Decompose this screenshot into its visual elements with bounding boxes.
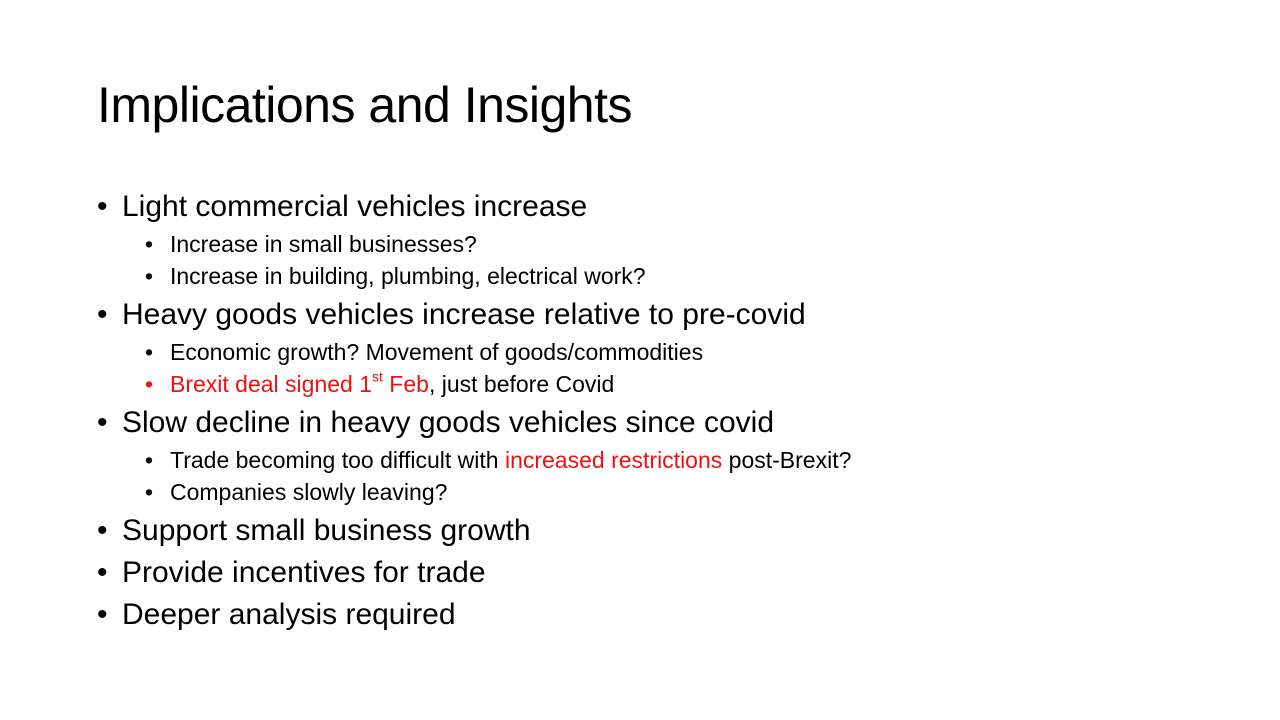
sub-bullet-item: • Increase in small businesses?: [97, 228, 1217, 260]
sub-bullet-text: Companies slowly leaving?: [170, 479, 448, 505]
sub-bullet-dot: •: [145, 339, 154, 365]
bullet-text: Deeper analysis required: [122, 598, 456, 631]
bullet-dot: •: [97, 556, 108, 589]
sub-bullet-item: • Economic growth? Movement of goods/com…: [97, 336, 1217, 368]
bullet-text: Slow decline in heavy goods vehicles sin…: [122, 406, 775, 439]
highlighted-text: Brexit deal signed 1: [170, 371, 373, 397]
bullet-item: • Provide incentives for trade: [97, 552, 1217, 594]
slide-title: Implications and Insights: [97, 77, 633, 133]
bullet-text: Provide incentives for trade: [122, 556, 486, 589]
bullet-dot: •: [97, 514, 108, 547]
sub-bullet-text: post-Brexit?: [722, 447, 852, 473]
bullet-dot: •: [97, 406, 108, 439]
sub-bullet-item: • Companies slowly leaving?: [97, 476, 1217, 508]
bullet-dot: •: [97, 598, 108, 631]
bullet-text: Support small business growth: [122, 514, 531, 547]
sub-bullet-text: Increase in building, plumbing, electric…: [170, 263, 646, 289]
highlighted-text: increased restrictions: [504, 447, 723, 473]
sub-bullet-text: Trade becoming too difficult with: [170, 447, 505, 473]
sub-bullet-dot: •: [145, 263, 154, 289]
bullet-item: • Deeper analysis required: [97, 594, 1217, 636]
sub-bullet-item: • Trade becoming too difficult with incr…: [97, 444, 1217, 476]
bullet-dot: •: [97, 298, 108, 331]
sub-bullet-dot: •: [145, 479, 154, 505]
ordinal-superscript: st: [372, 368, 383, 385]
sub-bullet-item: • Increase in building, plumbing, electr…: [97, 260, 1217, 292]
bullet-item: • Heavy goods vehicles increase relative…: [97, 294, 1217, 336]
sub-bullet-item: • Brexit deal signed 1st Feb, just befor…: [97, 368, 1217, 400]
highlighted-text: Feb: [382, 371, 429, 397]
bullet-item: • Light commercial vehicles increase: [97, 186, 1217, 228]
sub-bullet-dot: •: [145, 371, 154, 397]
sub-bullet-text: Increase in small businesses?: [170, 231, 477, 257]
sub-bullet-text: Economic growth? Movement of goods/commo…: [170, 339, 704, 365]
bullet-text: Heavy goods vehicles increase relative t…: [122, 298, 806, 331]
bullet-item: • Slow decline in heavy goods vehicles s…: [97, 402, 1217, 444]
bullet-item: • Support small business growth: [97, 510, 1217, 552]
sub-bullet-dot: •: [145, 447, 154, 473]
bullet-dot: •: [97, 190, 108, 223]
sub-bullet-text: , just before Covid: [428, 371, 615, 397]
sub-bullet-dot: •: [145, 231, 154, 257]
bullet-text: Light commercial vehicles increase: [122, 190, 588, 223]
slide-body: • Light commercial vehicles increase • I…: [97, 186, 1217, 636]
